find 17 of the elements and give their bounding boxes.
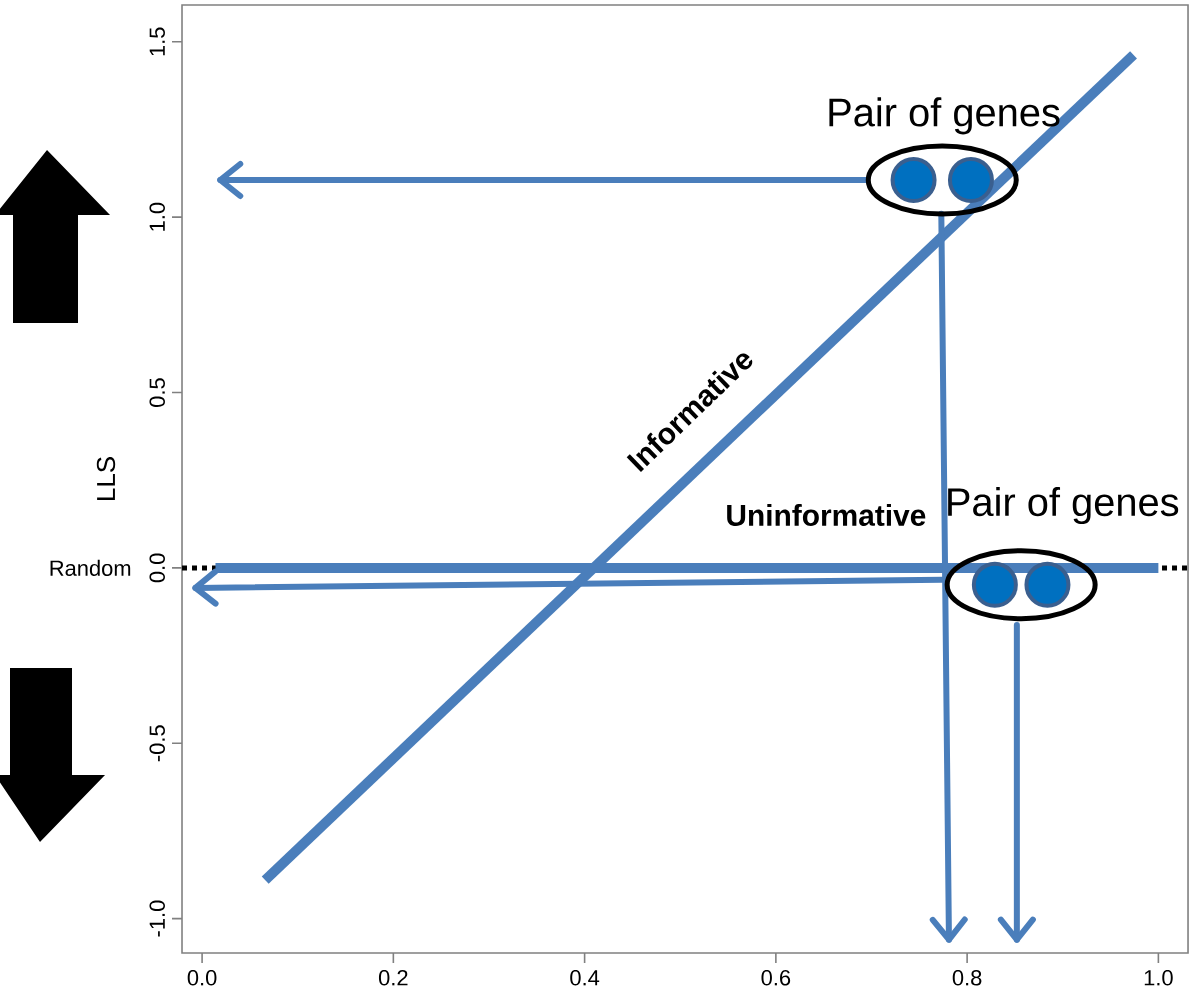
y-tick-label: 1.5 (149, 27, 165, 56)
annotation: Pair of genes (948, 486, 1179, 525)
x-tick-label: 0.2 (378, 970, 408, 986)
x-tick-label: 0.4 (570, 970, 600, 986)
x-tick-label: 0.0 (187, 970, 217, 986)
y-tick-label: 1.0 (149, 202, 165, 231)
annotation: Pair of genes (829, 97, 1060, 135)
y-tick-label: 0.5 (149, 378, 165, 407)
y-axis-title: LLS (96, 457, 116, 500)
x-tick-label: 0.6 (761, 970, 791, 986)
x-tick-label: 1.0 (1144, 970, 1173, 986)
x-tick-label: 0.8 (952, 970, 982, 986)
y-tick-label: 0.0 (149, 553, 165, 583)
ref-line-label: Random (50, 559, 131, 576)
y-tick-label: -0.5 (149, 725, 165, 762)
y-tick-label: -1.0 (149, 900, 165, 937)
annotation: Uninformative (727, 504, 926, 526)
